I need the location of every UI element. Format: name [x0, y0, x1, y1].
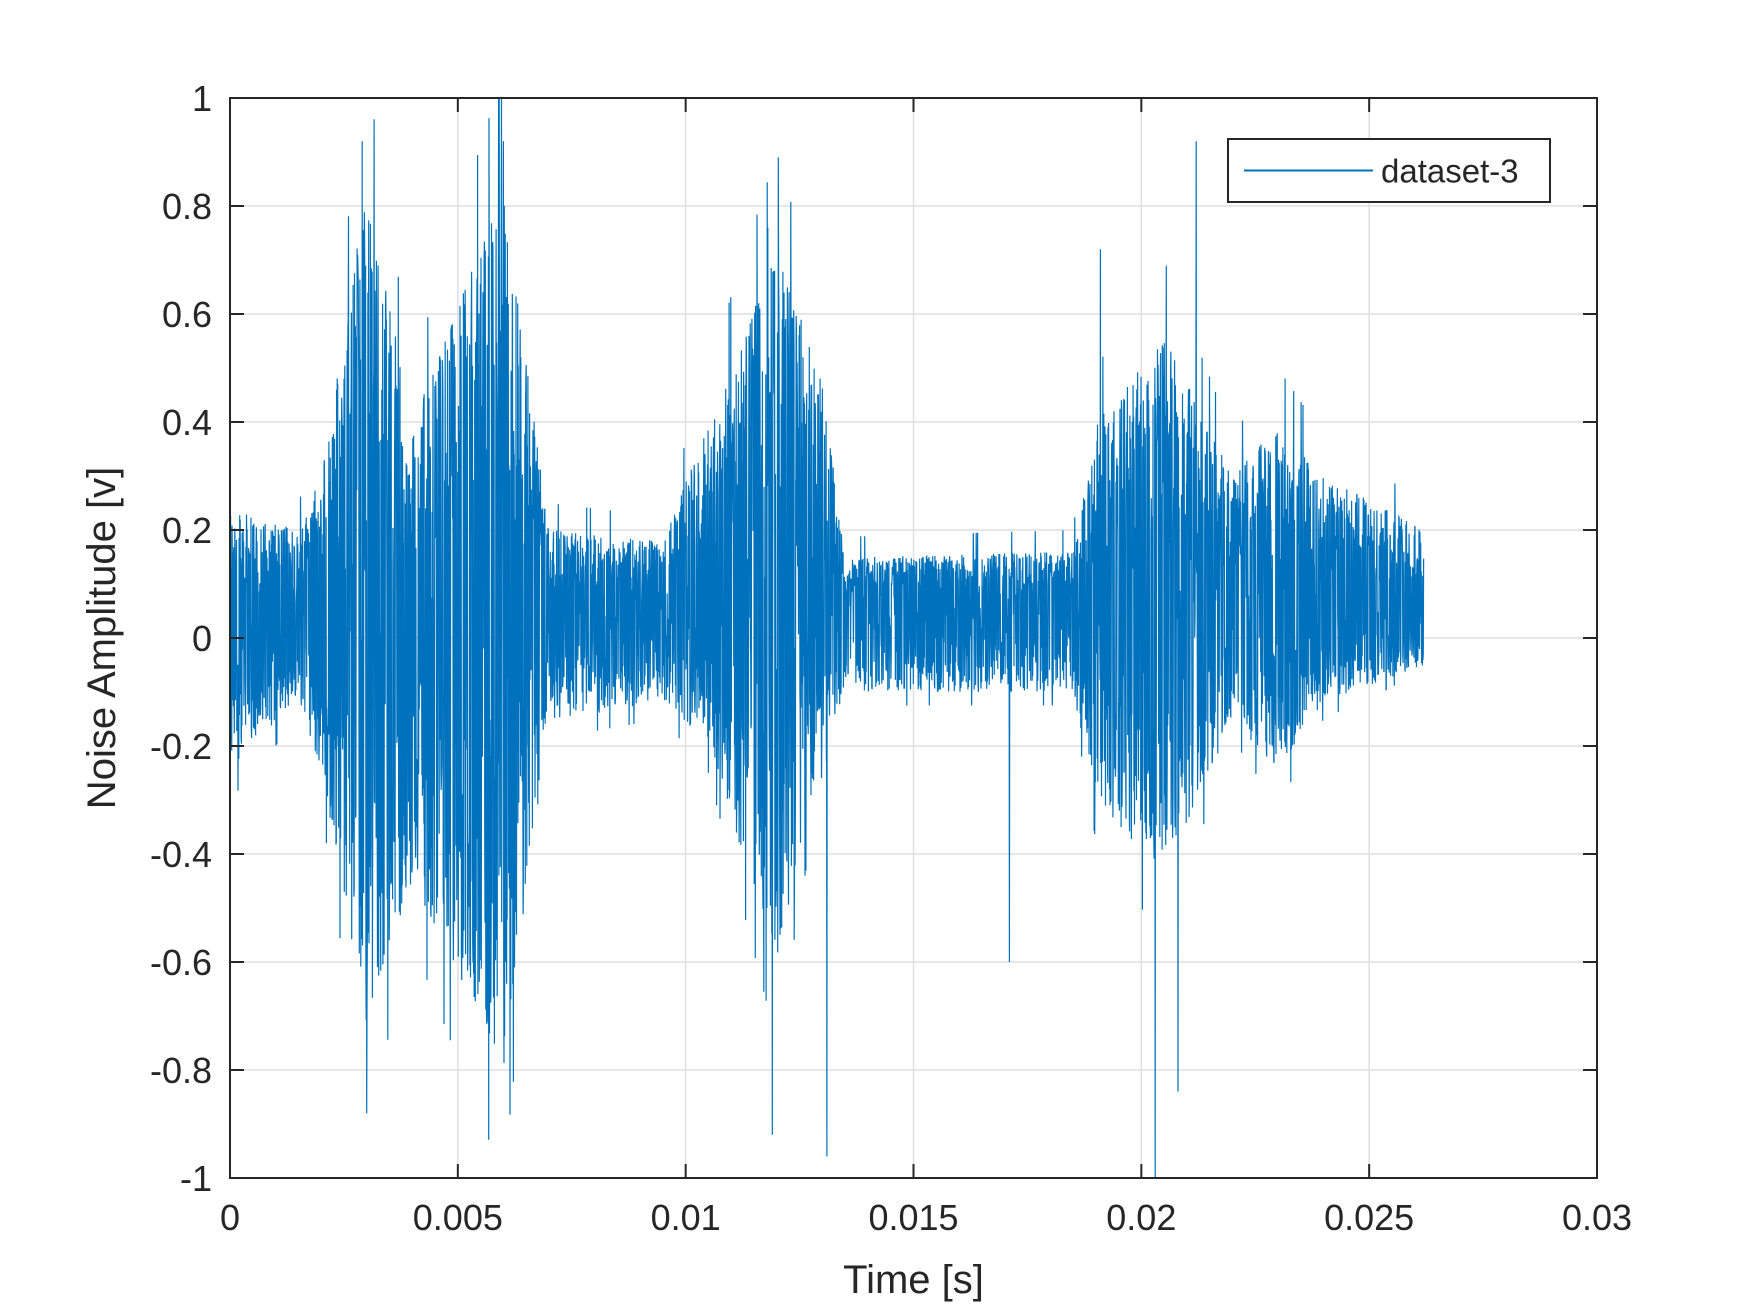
- y-tick-label: 1: [192, 78, 212, 119]
- y-tick-label: -0.6: [150, 942, 212, 983]
- x-tick-label: 0.015: [868, 1197, 958, 1238]
- legend: dataset-3: [1227, 138, 1551, 203]
- tick-labels: 0 0.005 0.01 0.015 0.02 0.025 0.03 1 0.8 0.6 0.4 0.…: [150, 78, 1632, 1238]
- series-line-dataset-3: [229, 97, 1425, 1179]
- x-tick-label: 0.03: [1562, 1197, 1632, 1238]
- x-tick-label: 0.025: [1324, 1197, 1414, 1238]
- y-tick-label: 0.2: [162, 510, 212, 551]
- y-tick-label: 0.4: [162, 402, 212, 443]
- x-tick-label: 0.01: [651, 1197, 721, 1238]
- y-tick-label: -0.8: [150, 1050, 212, 1091]
- x-tick-label: 0: [220, 1197, 240, 1238]
- plot-area: [229, 97, 1425, 1179]
- y-tick-label: 0.6: [162, 294, 212, 335]
- y-tick-label: -0.4: [150, 834, 212, 875]
- y-tick-label: 0.8: [162, 186, 212, 227]
- x-axis-label: Time [s]: [843, 1258, 984, 1302]
- x-tick-label: 0.005: [413, 1197, 503, 1238]
- y-tick-label: -1: [180, 1158, 212, 1199]
- y-tick-label: 0: [192, 618, 212, 659]
- x-tick-label: 0.02: [1106, 1197, 1176, 1238]
- y-axis-label: Noise Amplitude [v]: [80, 467, 124, 809]
- axis-ticks: [229, 97, 1598, 1179]
- y-tick-label: -0.2: [150, 726, 212, 767]
- legend-entry-dataset-3: dataset-3: [1381, 153, 1519, 190]
